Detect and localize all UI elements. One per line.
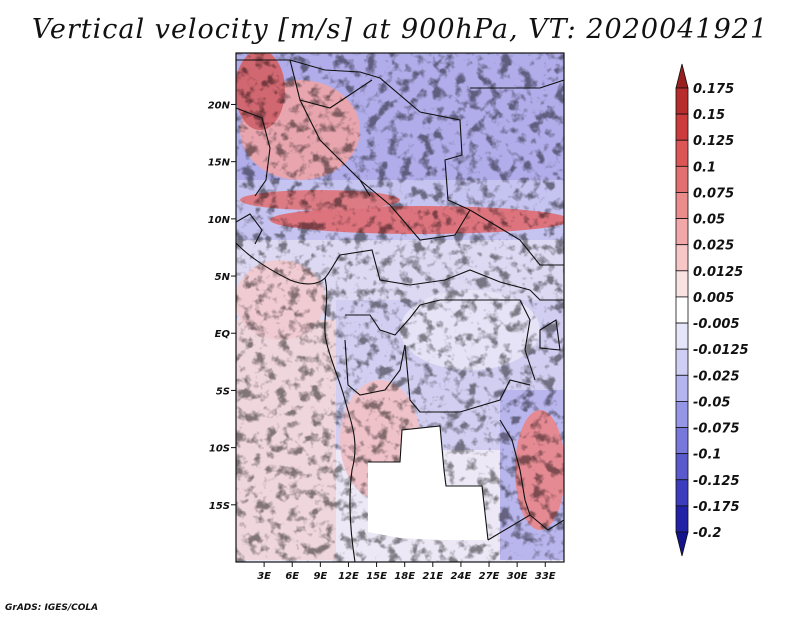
colorbar-bin — [675, 348, 689, 376]
map-plot-area — [236, 53, 564, 562]
y-tick-label: 15S — [209, 501, 230, 512]
colorbar: 0.175 0.15 0.125 0.1 0.075 0.05 0.025 0.0125 0.0… — [675, 63, 749, 557]
colorbar-bin — [675, 165, 689, 193]
colorbar-label: -0.125 — [693, 474, 740, 489]
colorbar-label: -0.005 — [693, 317, 740, 332]
colorbar-bin — [675, 87, 689, 115]
colorbar-bin — [675, 531, 689, 557]
colorbar-bin — [675, 244, 689, 272]
colorbar-label: 0.1 — [693, 160, 716, 175]
colorbar-bin — [675, 401, 689, 428]
colorbar-bin — [675, 322, 689, 350]
colorbar-label: 0.15 — [693, 108, 725, 123]
x-tick-label: 30E — [507, 571, 528, 582]
colorbar-bin — [675, 270, 689, 298]
colorbar-label: -0.2 — [693, 526, 721, 541]
country-borders — [236, 59, 564, 562]
y-tick-label: 10N — [208, 215, 231, 226]
colorbar-bin — [675, 505, 689, 533]
y-tick-label: 5N — [215, 272, 231, 283]
y-tick-label: EQ — [215, 329, 231, 340]
x-tick-label: 18E — [394, 571, 415, 582]
colorbar-label: -0.0125 — [693, 343, 749, 358]
colorbar-bin — [675, 374, 689, 402]
colorbar-bin — [675, 479, 689, 507]
colorbar-bin — [675, 453, 689, 481]
colorbar-label: 0.05 — [693, 213, 725, 228]
y-tick-label: 20N — [208, 100, 231, 111]
colorbar-bin — [675, 296, 689, 324]
colorbar-label: -0.1 — [693, 448, 721, 463]
colorbar-label: 0.125 — [693, 134, 734, 149]
latitude-axis: 20N 15N 10N 5N EQ 5S 10S 15S — [208, 100, 236, 512]
colorbar-label: -0.05 — [693, 395, 730, 410]
y-tick-label: 5S — [216, 386, 230, 397]
colorbar-bin — [675, 218, 689, 246]
colorbar-label: 0.075 — [693, 186, 734, 201]
colorbar-bin — [675, 192, 689, 219]
x-tick-label: 24E — [451, 571, 472, 582]
map-title: Vertical velocity [m/s] at 900hPa, VT: 2… — [31, 14, 769, 45]
x-tick-label: 3E — [257, 571, 271, 582]
map-frame — [235, 52, 565, 563]
y-tick-label: 10S — [209, 444, 230, 455]
colorbar-bin — [675, 113, 689, 141]
colorbar-label: 0.0125 — [693, 265, 743, 280]
x-tick-label: 15E — [366, 571, 387, 582]
x-tick-label: 9E — [313, 571, 327, 582]
x-tick-label: 6E — [285, 571, 299, 582]
colorbar-label: 0.175 — [693, 82, 734, 97]
longitude-axis: 3E 6E 9E 12E 15E 18E 21E 24E 27E 30E 33E — [257, 562, 556, 582]
colorbar-bin — [675, 427, 689, 455]
missing-data-region — [368, 426, 488, 540]
colorbar-label: -0.075 — [693, 422, 740, 437]
x-tick-label: 21E — [422, 571, 443, 582]
colorbar-label: -0.175 — [693, 500, 740, 515]
grads-credit: GrADS: IGES/COLA — [5, 603, 99, 613]
colorbar-bin — [675, 139, 689, 167]
x-tick-label: 33E — [535, 571, 556, 582]
colorbar-label: -0.025 — [693, 369, 740, 384]
x-tick-label: 27E — [479, 571, 500, 582]
colorbar-label: 0.005 — [693, 291, 734, 306]
x-tick-label: 12E — [338, 571, 359, 582]
colorbar-bin — [675, 63, 689, 89]
y-tick-label: 15N — [208, 158, 231, 169]
colorbar-label: 0.025 — [693, 239, 734, 254]
